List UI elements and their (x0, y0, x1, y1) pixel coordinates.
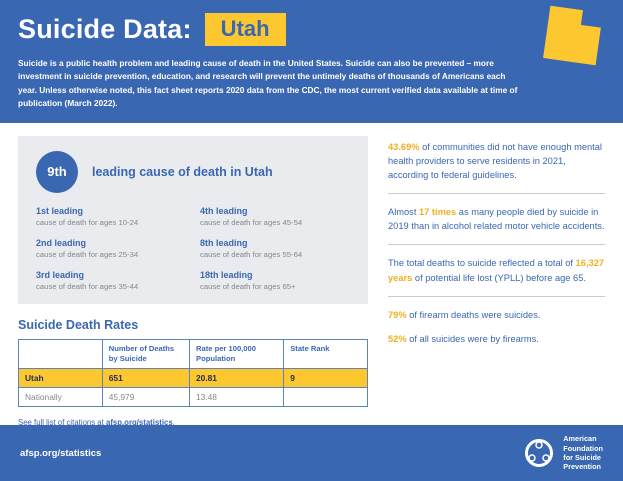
logo-line: Foundation (563, 443, 603, 453)
header: Suicide Data: Utah Suicide is a public h… (0, 0, 623, 123)
cell-row-label: Utah (18, 368, 103, 389)
stat-years-potential-life-lost: The total deaths to suicide reflected a … (388, 256, 605, 284)
column-header-blank (18, 338, 103, 370)
leading-cause-rank: 4th leading (200, 205, 248, 216)
leading-cause-desc: cause of death for ages 45-54 (200, 217, 303, 227)
leading-cause-item: 8th leading cause of death for ages 55-6… (200, 238, 350, 259)
leading-cause-desc: cause of death for ages 35-44 (36, 281, 139, 291)
stat-value: 17 times (419, 207, 457, 218)
column-header-rate: Rate per 100,000 Population (188, 338, 285, 370)
leading-cause-item: 3rd leading cause of death for ages 35-4… (36, 270, 186, 291)
leading-cause-header: 9th leading cause of death in Utah (36, 150, 350, 193)
table-row-nationally: Nationally 45,979 13.48 (18, 387, 368, 408)
divider (388, 244, 605, 246)
logo-line: American (563, 434, 597, 444)
cell-rate: 20.81 (188, 368, 285, 389)
logo-line: for Suicide (563, 453, 601, 462)
stat-firearm-deaths: 79% of firearm deaths were suicides. (388, 308, 605, 322)
title-row: Suicide Data: Utah (18, 13, 605, 46)
citation-prefix: See full list of citations at (18, 418, 106, 428)
stat-value: 43.69% (388, 141, 420, 152)
column-header-deaths: Number of Deaths by Suicide (101, 338, 191, 370)
table-row-utah: Utah 651 20.81 9 (18, 368, 368, 389)
leading-cause-rank: 18th leading (200, 269, 253, 280)
stat-text-post: of potential life lost (YPLL) before age… (412, 272, 586, 283)
afsp-logo: American Foundation for Suicide Preventi… (523, 434, 603, 472)
leading-cause-rank: 2nd leading (36, 237, 87, 248)
stat-text-post: of firearm deaths were suicides. (406, 309, 541, 320)
intro-paragraph: Suicide is a public health problem and l… (18, 58, 518, 109)
cell-rate: 13.48 (188, 387, 285, 408)
leading-cause-grid: 1st leading cause of death for ages 10-2… (36, 206, 350, 291)
stat-text-post: as many people died by suicide in 2019 t… (388, 207, 605, 232)
leading-cause-item: 1st leading cause of death for ages 10-2… (36, 206, 186, 227)
cell-state-rank: 9 (283, 368, 368, 389)
death-rates-title: Suicide Death Rates (18, 317, 139, 332)
column-header-state-rank: State Rank (283, 338, 368, 370)
citation-suffix: . (172, 418, 175, 428)
main-content: 9th leading cause of death in Utah 1st l… (0, 123, 623, 434)
leading-cause-item: 2nd leading cause of death for ages 25-3… (36, 238, 186, 259)
utah-state-icon (543, 5, 601, 66)
table-header-row: Number of Deaths by Suicide Rate per 100… (18, 338, 368, 370)
stat-text-pre: The total deaths to suicide reflected a … (388, 258, 576, 269)
leading-cause-rank: 3rd leading (36, 269, 85, 280)
citation-line: See full list of citations at afsp.org/s… (18, 418, 368, 427)
leading-cause-heading: leading cause of death in Utah (92, 164, 273, 179)
stat-motor-vehicle: Almost 17 times as many people died by s… (388, 205, 605, 233)
death-rates-table: Number of Deaths by Suicide Rate per 100… (18, 338, 368, 408)
footer-statistics-link[interactable]: afsp.org/statistics (20, 447, 102, 459)
stats-column: 43.69% of communities did not have enoug… (368, 136, 605, 434)
leading-cause-desc: cause of death for ages 55-64 (200, 249, 303, 259)
cell-row-label: Nationally (18, 387, 103, 408)
stat-text-post: of all suicides were by firearms. (406, 333, 539, 344)
leading-cause-item: 18th leading cause of death for ages 65+ (200, 270, 350, 291)
cell-deaths: 45,979 (101, 387, 191, 408)
afsp-logo-text: American Foundation for Suicide Preventi… (563, 434, 603, 472)
divider (388, 193, 605, 195)
leading-cause-item: 4th leading cause of death for ages 45-5… (200, 206, 350, 227)
rank-badge: 9th (36, 150, 78, 193)
footer: afsp.org/statistics American Foundation … (0, 425, 623, 481)
divider (388, 295, 605, 297)
stat-value: 79% (388, 309, 407, 320)
leading-cause-card: 9th leading cause of death in Utah 1st l… (18, 135, 368, 304)
left-column: 9th leading cause of death in Utah 1st l… (18, 135, 368, 434)
afsp-logo-icon (525, 439, 554, 467)
leading-cause-rank: 1st leading (36, 205, 84, 216)
stat-suicides-by-firearm: 52% of all suicides were by firearms. (388, 332, 605, 346)
stat-text-post: of communities did not have enough menta… (388, 141, 602, 180)
citations-link[interactable]: afsp.org/statistics (105, 418, 173, 428)
stat-value: 16,327 years (388, 258, 605, 283)
cell-state-rank (283, 387, 368, 408)
state-name-badge: Utah (204, 13, 286, 46)
stat-value: 52% (388, 333, 407, 344)
cell-deaths: 651 (101, 368, 191, 389)
logo-line: Prevention (563, 462, 601, 472)
leading-cause-desc: cause of death for ages 25-34 (36, 249, 139, 259)
leading-cause-desc: cause of death for ages 65+ (200, 281, 296, 291)
leading-cause-desc: cause of death for ages 10-24 (36, 217, 139, 227)
leading-cause-rank: 8th leading (200, 237, 248, 248)
stat-text-pre: Almost (388, 207, 419, 218)
stat-mental-health-providers: 43.69% of communities did not have enoug… (388, 140, 605, 182)
page-title: Suicide Data: (18, 14, 192, 44)
